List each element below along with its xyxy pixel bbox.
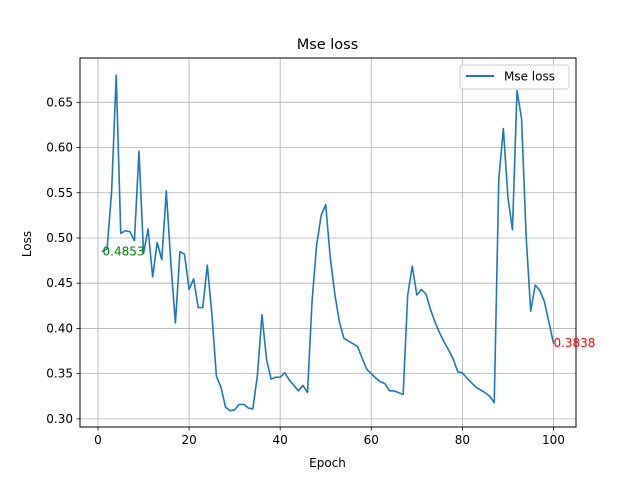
data-annotation: 0.3838 xyxy=(553,336,595,350)
x-axis-ticks: 0 20 40 60 80 100 xyxy=(94,427,565,447)
chart-title: Mse loss xyxy=(297,37,359,53)
y-tick-label: 0.40 xyxy=(46,321,73,335)
series-line xyxy=(101,74,555,412)
annotations: 0.4853 0.3838 xyxy=(103,244,596,350)
y-tick-label: 0.50 xyxy=(46,231,73,245)
y-tick-label: 0.55 xyxy=(46,186,73,200)
y-tick-label: 0.35 xyxy=(46,367,73,381)
x-axis-title: Epoch xyxy=(309,456,346,470)
legend-label: Mse loss xyxy=(504,70,555,84)
x-tick-label: 60 xyxy=(364,433,379,447)
legend-box xyxy=(459,64,570,90)
x-tick-label: 20 xyxy=(181,433,196,447)
y-axis-ticks: 0.30 0.35 0.40 0.45 0.50 0.55 0.60 0.65 xyxy=(46,95,80,426)
x-tick-label: 0 xyxy=(94,433,102,447)
y-tick-label: 0.60 xyxy=(46,141,73,155)
data-annotation: 0.4853 xyxy=(103,244,145,258)
x-tick-label: 80 xyxy=(455,433,470,447)
y-tick-label: 0.45 xyxy=(46,276,73,290)
y-tick-label: 0.65 xyxy=(46,95,73,109)
y-tick-label: 0.30 xyxy=(46,412,73,426)
x-tick-label: 100 xyxy=(542,433,565,447)
legend: Mse loss xyxy=(459,64,570,90)
plot-frame xyxy=(79,57,577,428)
x-tick-label: 40 xyxy=(273,433,288,447)
y-axis-title: Loss xyxy=(20,231,34,257)
series-layer xyxy=(101,74,555,412)
